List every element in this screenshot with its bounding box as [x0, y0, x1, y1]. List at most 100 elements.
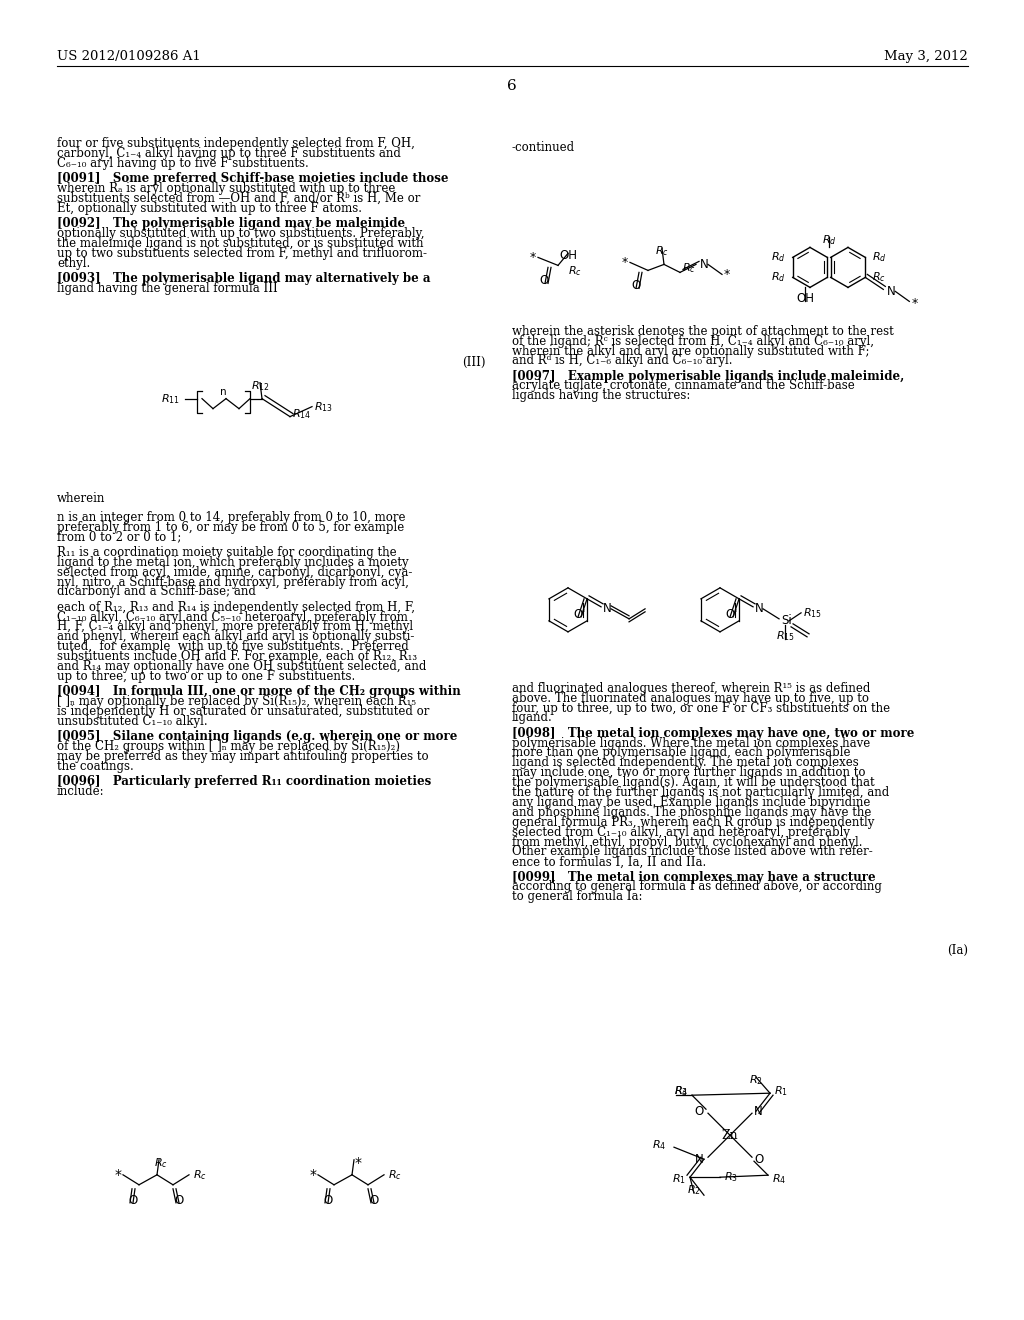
Text: wherein the asterisk denotes the point of attachment to the rest: wherein the asterisk denotes the point o… [512, 325, 894, 338]
Text: acrylate tiglate, crotonate, cinnamate and the Schiff-base: acrylate tiglate, crotonate, cinnamate a… [512, 380, 855, 392]
Text: n is an integer from 0 to 14, preferably from 0 to 10, more: n is an integer from 0 to 14, preferably… [57, 511, 406, 524]
Text: of the CH₂ groups within [ ]ₙ may be replaced by Si(R₁₅)₂): of the CH₂ groups within [ ]ₙ may be rep… [57, 739, 400, 752]
Text: O: O [128, 1193, 137, 1206]
Text: [0093]   The polymerisable ligand may alternatively be a: [0093] The polymerisable ligand may alte… [57, 272, 430, 285]
Text: $R_4$: $R_4$ [651, 1138, 666, 1152]
Text: [ ]ₙ may optionally be replaced by Si(R₁₅)₂, wherein each R₁₅: [ ]ₙ may optionally be replaced by Si(R₁… [57, 694, 416, 708]
Text: $R_c$: $R_c$ [682, 261, 696, 276]
Text: $R_d$: $R_d$ [771, 271, 786, 284]
Text: from 0 to 2 or 0 to 1;: from 0 to 2 or 0 to 1; [57, 531, 181, 544]
Text: ligand having the general formula III: ligand having the general formula III [57, 281, 278, 294]
Text: [0096]   Particularly preferred R₁₁ coordination moieties: [0096] Particularly preferred R₁₁ coordi… [57, 775, 431, 788]
Text: O': O' [726, 607, 738, 620]
Text: $R_c$: $R_c$ [872, 271, 886, 284]
Text: wherein: wherein [57, 492, 105, 506]
Text: of the ligand; Rᶜ is selected from H, C₁₋₄ alkyl and C₆₋₁₀ aryl,: of the ligand; Rᶜ is selected from H, C₁… [512, 335, 874, 347]
Text: $R_{15}$: $R_{15}$ [803, 606, 822, 619]
Text: up to three, up to two or up to one F substituents.: up to three, up to two or up to one F su… [57, 671, 355, 682]
Text: ence to formulas I, Ia, II and IIa.: ence to formulas I, Ia, II and IIa. [512, 855, 707, 869]
Text: [0091]   Some preferred Schiff-base moieties include those: [0091] Some preferred Schiff-base moieti… [57, 172, 449, 185]
Text: the nature of the further ligands is not particularly limited, and: the nature of the further ligands is not… [512, 787, 889, 799]
Text: N: N [754, 1105, 763, 1118]
Text: $R_{12}$: $R_{12}$ [251, 380, 269, 393]
Text: $R_{13}$: $R_{13}$ [314, 400, 333, 413]
Text: nyl, nitro, a Schiff-base and hydroxyl, preferably from acyl,: nyl, nitro, a Schiff-base and hydroxyl, … [57, 576, 409, 589]
Text: is independently H or saturated or unsaturated, substituted or: is independently H or saturated or unsat… [57, 705, 429, 718]
Text: polymerisable ligands. Where the metal ion complexes have: polymerisable ligands. Where the metal i… [512, 737, 870, 750]
Text: *: * [529, 251, 536, 264]
Text: O: O [324, 1193, 333, 1206]
Text: N: N [695, 1152, 705, 1166]
Text: the coatings.: the coatings. [57, 759, 134, 772]
Text: more than one polymerisable ligand, each polymerisable: more than one polymerisable ligand, each… [512, 747, 851, 759]
Text: May 3, 2012: May 3, 2012 [885, 50, 968, 63]
Text: n: n [220, 387, 226, 396]
Text: four, up to three, up to two, or one F or CF₃ substituents on the: four, up to three, up to two, or one F o… [512, 702, 890, 714]
Text: N: N [603, 602, 611, 615]
Text: OH: OH [559, 249, 577, 263]
Text: $R_d$: $R_d$ [771, 251, 786, 264]
Text: O: O [754, 1152, 763, 1166]
Text: and phosphine ligands. The phosphine ligands may have the: and phosphine ligands. The phosphine lig… [512, 805, 871, 818]
Text: ligand is selected independently. The metal ion complexes: ligand is selected independently. The me… [512, 756, 859, 770]
Text: Other example ligands include those listed above with refer-: Other example ligands include those list… [512, 845, 872, 858]
Text: from methyl, ethyl, propyl, butyl, cyclohexanyl and phenyl.: from methyl, ethyl, propyl, butyl, cyclo… [512, 836, 862, 849]
Text: $R_c$: $R_c$ [568, 264, 582, 279]
Text: *: * [115, 1168, 122, 1181]
Text: may include one, two or more further ligands in addition to: may include one, two or more further lig… [512, 766, 865, 779]
Text: up to two substituents selected from F, methyl and trifluorom-: up to two substituents selected from F, … [57, 247, 427, 260]
Text: (Ia): (Ia) [947, 944, 968, 957]
Text: four or five substituents independently selected from F, OH,: four or five substituents independently … [57, 137, 415, 150]
Text: and fluorinated analogues thereof, wherein R¹⁵ is as defined: and fluorinated analogues thereof, where… [512, 681, 870, 694]
Text: (III): (III) [463, 356, 486, 370]
Text: H, F, C₁₋₄ alkyl and phenyl, more preferably from H, methyl: H, F, C₁₋₄ alkyl and phenyl, more prefer… [57, 620, 413, 634]
Text: ligand to the metal ion, which preferably includes a moiety: ligand to the metal ion, which preferabl… [57, 556, 409, 569]
Text: US 2012/0109286 A1: US 2012/0109286 A1 [57, 50, 201, 63]
Text: ligand.: ligand. [512, 711, 553, 725]
Text: ligands having the structures:: ligands having the structures: [512, 389, 690, 403]
Text: general formula PR₃, wherein each R group is independently: general formula PR₃, wherein each R grou… [512, 816, 874, 829]
Text: each of R₁₂, R₁₃ and R₁₄ is independently selected from H, F,: each of R₁₂, R₁₃ and R₁₄ is independentl… [57, 601, 415, 614]
Text: any ligand may be used. Example ligands include bipyridine: any ligand may be used. Example ligands … [512, 796, 870, 809]
Text: N: N [700, 257, 709, 271]
Text: preferably from 1 to 6, or may be from 0 to 5, for example: preferably from 1 to 6, or may be from 0… [57, 521, 404, 533]
Text: $R_3$: $R_3$ [724, 1171, 738, 1184]
Text: the polymerisable ligand(s). Again, it will be understood that: the polymerisable ligand(s). Again, it w… [512, 776, 874, 789]
Text: dicarbonyl and a Schiff-base; and: dicarbonyl and a Schiff-base; and [57, 586, 256, 598]
Text: Si: Si [781, 614, 792, 627]
Text: $R_2$: $R_2$ [750, 1073, 763, 1086]
Text: and R₁₄ may optionally have one OH substituent selected, and: and R₁₄ may optionally have one OH subst… [57, 660, 426, 673]
Text: $R_c$: $R_c$ [154, 1156, 168, 1170]
Text: [0095]   Silane containing ligands (e.g. wherein one or more: [0095] Silane containing ligands (e.g. w… [57, 730, 458, 743]
Text: according to general formula I as defined above, or according: according to general formula I as define… [512, 880, 882, 894]
Text: *: * [622, 256, 628, 269]
Text: C₁₋₁₀ alkyl, C₆₋₁₀ aryl and C₅₋₁₀ heteroaryl, preferably from: C₁₋₁₀ alkyl, C₆₋₁₀ aryl and C₅₋₁₀ hetero… [57, 610, 408, 623]
Text: selected from acyl, imide, amine, carbonyl, dicarbonyl, cya-: selected from acyl, imide, amine, carbon… [57, 565, 413, 578]
Text: 6: 6 [507, 79, 517, 94]
Text: may be preferred as they may impart antifouling properties to: may be preferred as they may impart anti… [57, 750, 429, 763]
Text: [0092]   The polymerisable ligand may be maleimide: [0092] The polymerisable ligand may be m… [57, 216, 406, 230]
Text: substituents selected from —OH and F, and/or Rᵇ is H, Me or: substituents selected from —OH and F, an… [57, 191, 421, 205]
Text: O: O [174, 1193, 183, 1206]
Text: unsubstituted C₁₋₁₀ alkyl.: unsubstituted C₁₋₁₀ alkyl. [57, 715, 208, 727]
Text: tuted,  for example  with up to five substituents.  Preferred: tuted, for example with up to five subst… [57, 640, 409, 653]
Text: N: N [888, 285, 896, 298]
Text: R₁₁ is a coordination moiety suitable for coordinating the: R₁₁ is a coordination moiety suitable fo… [57, 546, 396, 558]
Text: [0097]   Example polymerisable ligands include maleimide,: [0097] Example polymerisable ligands inc… [512, 370, 904, 383]
Text: include:: include: [57, 784, 104, 797]
Text: O': O' [573, 607, 587, 620]
Text: ethyl.: ethyl. [57, 256, 90, 269]
Text: wherein the alkyl and aryl are optionally substituted with F;: wherein the alkyl and aryl are optionall… [512, 345, 869, 358]
Text: $R_4$: $R_4$ [772, 1172, 786, 1187]
Text: $R_{14}$: $R_{14}$ [292, 407, 311, 421]
Text: *: * [911, 297, 918, 310]
Text: *: * [354, 1156, 361, 1170]
Text: O: O [370, 1193, 379, 1206]
Text: wherein Rₐ is aryl optionally substituted with up to three: wherein Rₐ is aryl optionally substitute… [57, 182, 395, 195]
Text: above. The fluorinated analogues may have up to five, up to: above. The fluorinated analogues may hav… [512, 692, 869, 705]
Text: C₆₋₁₀ aryl having up to five F substituents.: C₆₋₁₀ aryl having up to five F substitue… [57, 157, 309, 170]
Text: [0094]   In formula III, one or more of the CH₂ groups within: [0094] In formula III, one or more of th… [57, 685, 461, 698]
Text: $R_2$: $R_2$ [687, 1184, 701, 1197]
Text: -continued: -continued [512, 141, 575, 154]
Text: O: O [694, 1105, 705, 1118]
